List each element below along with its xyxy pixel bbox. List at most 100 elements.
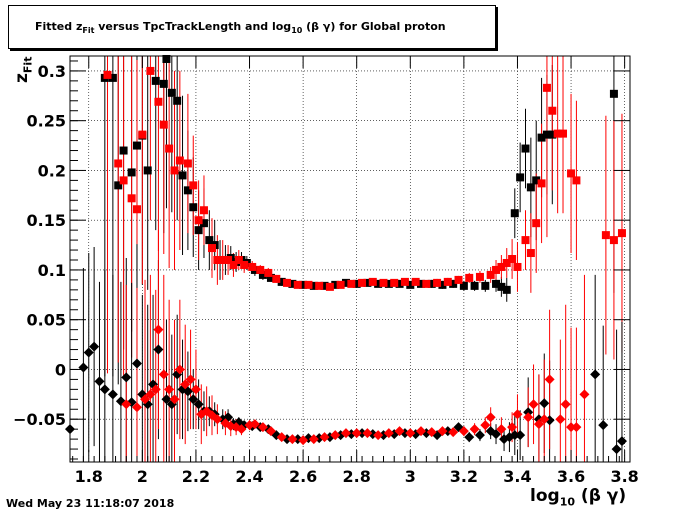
- square-marker: [542, 83, 551, 92]
- square-marker: [199, 219, 208, 228]
- diamond-marker: [89, 341, 100, 352]
- square-marker: [315, 281, 324, 290]
- diamond-marker: [169, 394, 180, 405]
- diamond-marker: [121, 399, 132, 410]
- y-tick-label: 0.15: [27, 211, 66, 230]
- diamond-marker: [469, 424, 480, 435]
- square-marker: [119, 176, 128, 185]
- diamond-marker: [616, 436, 627, 447]
- square-marker: [601, 231, 610, 240]
- square-marker: [486, 270, 495, 279]
- square-marker: [454, 275, 463, 284]
- square-marker: [497, 262, 506, 271]
- square-marker: [567, 169, 576, 178]
- square-marker: [379, 278, 388, 287]
- square-marker: [406, 280, 415, 289]
- title-box: Fitted zFit versus TpcTrackLength and lo…: [8, 5, 496, 49]
- square-marker: [521, 144, 530, 153]
- square-marker: [293, 280, 302, 289]
- diamond-marker: [491, 429, 502, 440]
- diamond-marker: [383, 428, 394, 439]
- diamond-marker: [394, 426, 405, 437]
- square-marker: [548, 130, 557, 139]
- y-tick-label: 0.1: [38, 261, 66, 280]
- square-marker: [159, 120, 168, 129]
- square-marker: [475, 272, 484, 281]
- diamond-marker: [515, 430, 526, 441]
- square-marker: [508, 255, 517, 263]
- square-marker: [266, 273, 275, 282]
- square-marker: [609, 236, 618, 245]
- square-marker: [572, 176, 581, 185]
- square-marker: [240, 260, 249, 269]
- square-marker: [183, 159, 192, 168]
- square-marker: [288, 279, 297, 288]
- x-tick-label: 3.6: [557, 467, 585, 486]
- diamond-marker: [528, 399, 539, 410]
- square-marker: [103, 70, 112, 79]
- diamond-marker: [579, 389, 590, 400]
- diamond-marker: [539, 398, 550, 409]
- diamond-marker: [437, 426, 448, 437]
- square-marker: [159, 79, 168, 88]
- diamond-marker: [99, 384, 110, 395]
- diamond-marker: [174, 364, 185, 375]
- diamond-marker: [523, 412, 534, 423]
- diamond-marker: [611, 444, 622, 455]
- date-stamp: Wed May 23 11:18:07 2018: [6, 497, 175, 510]
- x-tick-label: 2.2: [182, 467, 210, 486]
- y-tick-label: 0.3: [38, 62, 66, 81]
- square-marker: [224, 255, 233, 264]
- diamond-marker: [464, 432, 475, 443]
- square-marker: [299, 280, 308, 289]
- diamond-marker: [496, 424, 507, 435]
- diamond-marker: [373, 430, 384, 441]
- diamond-marker: [83, 347, 94, 358]
- diamond-marker: [474, 430, 485, 441]
- square-marker: [108, 73, 117, 82]
- square-marker: [363, 278, 372, 287]
- square-marker: [119, 146, 128, 155]
- diamond-marker: [150, 384, 161, 395]
- axis-ticks: [70, 56, 630, 462]
- plot-frame: [69, 55, 631, 463]
- square-marker: [154, 97, 163, 106]
- square-marker: [165, 144, 174, 153]
- diamond-marker: [539, 414, 550, 425]
- diamond-marker: [193, 399, 204, 410]
- diamond-marker: [485, 412, 496, 423]
- square-marker: [465, 273, 474, 282]
- square-marker: [553, 129, 562, 138]
- y-axis-label: zFit: [12, 56, 35, 83]
- diamond-marker: [566, 422, 577, 433]
- diamond-marker: [249, 419, 260, 430]
- diamond-marker: [185, 374, 196, 385]
- square-marker: [189, 181, 198, 190]
- diamond-marker: [145, 389, 156, 400]
- diamond-marker: [571, 422, 582, 433]
- diamond-marker: [131, 358, 142, 369]
- diamond-marker: [426, 427, 437, 438]
- square-marker: [183, 186, 192, 195]
- x-tick-label: 2.6: [289, 467, 317, 486]
- x-tick-label: 3.8: [610, 467, 638, 486]
- square-marker: [175, 156, 184, 165]
- square-marker: [132, 205, 141, 214]
- square-marker: [194, 226, 203, 235]
- square-marker: [336, 280, 345, 289]
- square-marker: [438, 280, 447, 289]
- square-marker: [320, 281, 329, 290]
- square-marker: [510, 209, 519, 218]
- square-marker: [548, 106, 557, 115]
- square-marker: [114, 159, 123, 168]
- square-marker: [283, 278, 292, 287]
- square-marker: [325, 282, 334, 291]
- x-tick-label: 3.2: [450, 467, 478, 486]
- y-tick-label: 0.2: [38, 161, 66, 180]
- diamond-marker: [509, 430, 520, 441]
- square-marker: [248, 262, 257, 271]
- y-tick-label: 0.25: [27, 112, 66, 131]
- diamond-marker: [357, 428, 368, 439]
- x-tick-label: 3: [405, 467, 416, 486]
